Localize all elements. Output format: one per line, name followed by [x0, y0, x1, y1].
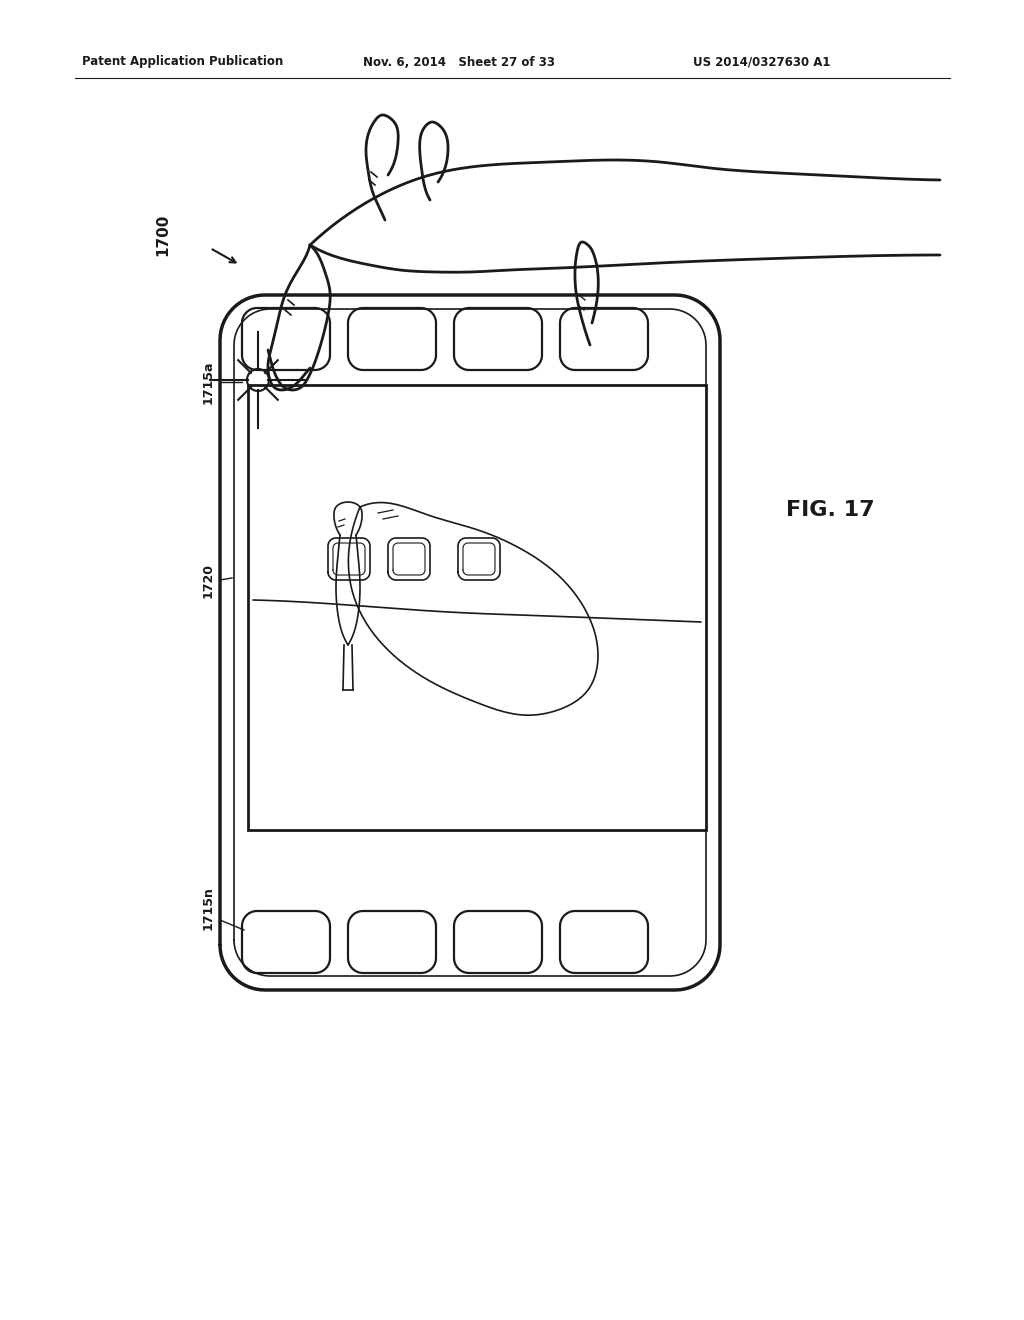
Text: 1715n: 1715n: [202, 886, 214, 929]
Text: Patent Application Publication: Patent Application Publication: [82, 55, 284, 69]
Text: 1720: 1720: [202, 562, 214, 598]
Text: 1700: 1700: [156, 214, 171, 256]
Text: FIG. 17: FIG. 17: [785, 500, 874, 520]
Text: 1710: 1710: [292, 682, 304, 718]
Text: 1715a: 1715a: [202, 360, 214, 404]
Bar: [248, 385, 706, 830]
Text: Nov. 6, 2014   Sheet 27 of 33: Nov. 6, 2014 Sheet 27 of 33: [362, 55, 555, 69]
Text: US 2014/0327630 A1: US 2014/0327630 A1: [693, 55, 830, 69]
